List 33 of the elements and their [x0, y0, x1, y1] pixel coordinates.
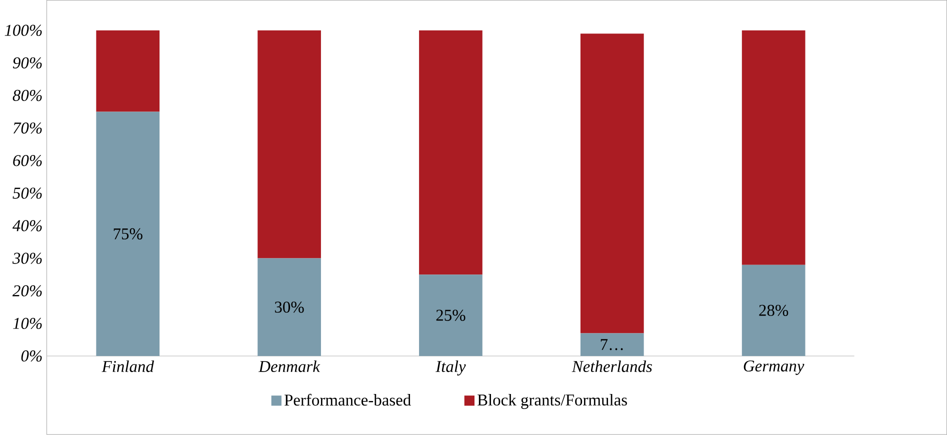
y-tick-label: 90% [12, 57, 42, 69]
y-tick-label: 10% [13, 318, 42, 330]
data-label: 75% [114, 228, 142, 240]
bar [419, 274, 482, 356]
bar [258, 258, 321, 356]
data-label: 28% [759, 304, 788, 316]
bar [96, 112, 160, 356]
bar [419, 30, 482, 275]
y-tick-label: 30% [12, 252, 42, 264]
bar [96, 30, 160, 112]
bar [580, 34, 644, 334]
y-tick-label: 100% [4, 24, 42, 36]
x-tick-label: Finland [102, 360, 154, 372]
bar [742, 30, 806, 265]
y-tick-label: 50% [12, 188, 42, 199]
data-label: 30% [274, 302, 304, 313]
y-tick-label: 0% [21, 350, 42, 362]
legend-label: Performance-based [284, 394, 411, 406]
y-tick-label: 70% [13, 122, 42, 134]
x-tick-label: Italy [436, 360, 466, 376]
x-tick-label: Netherlands [572, 360, 652, 372]
data-label: 7… [600, 339, 623, 350]
bar [580, 333, 644, 356]
y-tick-label: 20% [12, 285, 42, 297]
x-tick-label: Denmark [258, 360, 320, 372]
data-label: 25% [436, 310, 466, 321]
y-tick-label: 40% [12, 220, 42, 232]
y-tick-label: 60% [13, 155, 42, 166]
bar [258, 30, 321, 258]
y-tick-label: 80% [12, 90, 42, 102]
legend-label: Block grants/Formulas [478, 394, 627, 410]
bar [742, 264, 806, 356]
x-tick-label: Germany [744, 360, 804, 376]
